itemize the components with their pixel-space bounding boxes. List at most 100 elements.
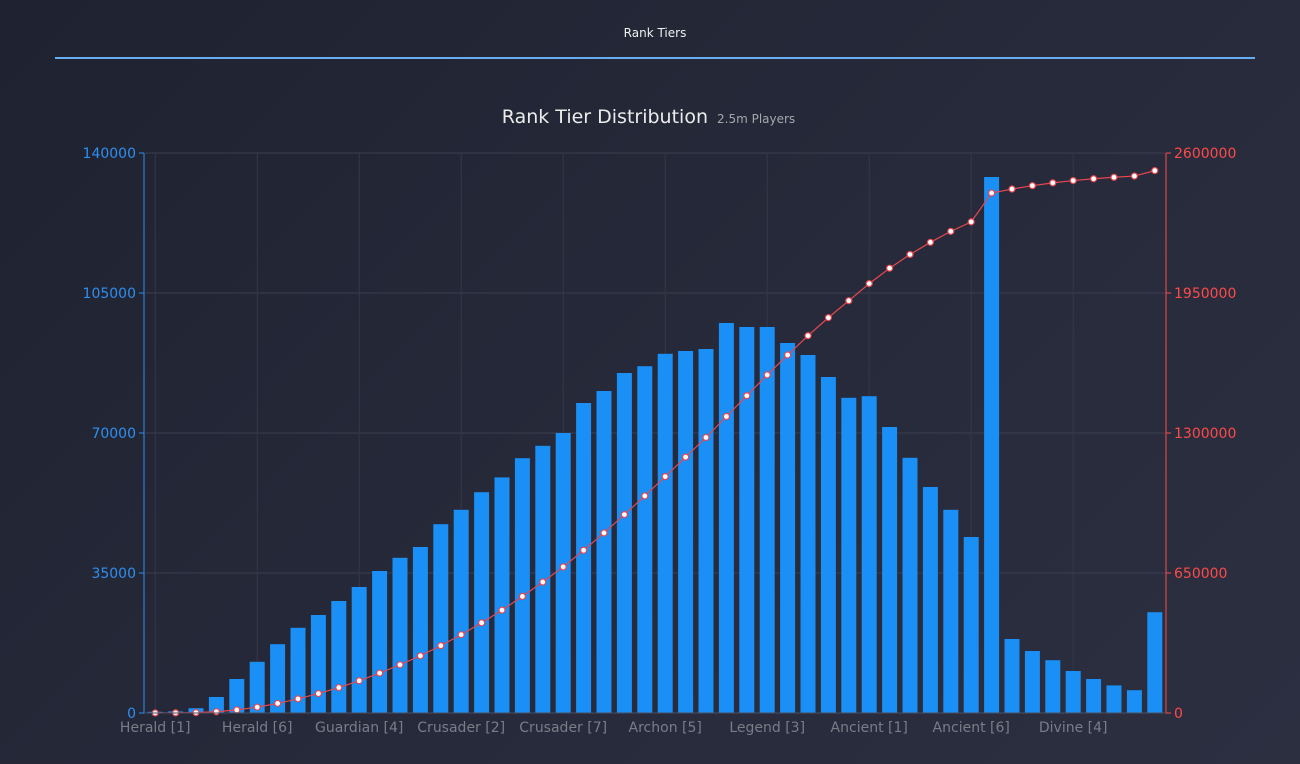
line-point[interactable] bbox=[498, 606, 506, 614]
bar[interactable] bbox=[453, 509, 469, 713]
bar[interactable] bbox=[780, 343, 796, 713]
bar[interactable] bbox=[1086, 679, 1102, 713]
bar[interactable] bbox=[678, 351, 694, 713]
bar[interactable] bbox=[759, 327, 775, 713]
line-point[interactable] bbox=[1008, 185, 1016, 193]
line-point[interactable] bbox=[274, 699, 282, 708]
line-point[interactable] bbox=[478, 619, 486, 627]
y-left-tick-label: 0 bbox=[127, 706, 136, 722]
bar[interactable] bbox=[249, 661, 265, 713]
line-point[interactable] bbox=[804, 332, 812, 340]
bar[interactable] bbox=[494, 477, 510, 713]
bar[interactable] bbox=[555, 433, 571, 713]
line-point[interactable] bbox=[600, 529, 608, 537]
bar[interactable] bbox=[800, 355, 816, 713]
line-point[interactable] bbox=[457, 631, 465, 639]
bar[interactable] bbox=[922, 487, 938, 713]
bar[interactable] bbox=[963, 537, 979, 713]
bar[interactable] bbox=[412, 547, 428, 713]
line-point[interactable] bbox=[396, 661, 404, 669]
bar[interactable] bbox=[739, 327, 755, 713]
bar[interactable] bbox=[1126, 690, 1142, 713]
bar[interactable] bbox=[208, 697, 224, 713]
line-point[interactable] bbox=[437, 642, 445, 650]
bar[interactable] bbox=[698, 349, 714, 713]
line-point[interactable] bbox=[722, 412, 731, 421]
line-point[interactable] bbox=[1089, 175, 1098, 183]
bar[interactable] bbox=[902, 457, 918, 713]
line-point[interactable] bbox=[416, 652, 424, 660]
line-point[interactable] bbox=[845, 297, 853, 305]
y-right-tick-label: 2600000 bbox=[1174, 146, 1236, 162]
line-point[interactable] bbox=[355, 677, 363, 685]
bar[interactable] bbox=[331, 601, 347, 713]
tab-bar: Rank Tiers bbox=[55, 0, 1255, 60]
bar[interactable] bbox=[1045, 660, 1061, 713]
line-point[interactable] bbox=[763, 371, 771, 379]
line-point[interactable] bbox=[559, 563, 567, 571]
bar[interactable] bbox=[576, 403, 592, 713]
line-point[interactable] bbox=[212, 708, 220, 716]
bar[interactable] bbox=[351, 587, 367, 713]
bar[interactable] bbox=[474, 492, 490, 713]
bar[interactable] bbox=[290, 627, 306, 713]
line-point[interactable] bbox=[641, 492, 649, 500]
bar[interactable] bbox=[1106, 685, 1122, 713]
line-point[interactable] bbox=[661, 472, 669, 481]
line-point[interactable] bbox=[233, 706, 241, 714]
chart-title-group: Rank Tier Distribution 2.5m Players bbox=[502, 106, 795, 128]
bar[interactable] bbox=[616, 373, 632, 713]
line-point[interactable] bbox=[783, 351, 792, 359]
line-point[interactable] bbox=[1069, 176, 1077, 185]
bar[interactable] bbox=[841, 397, 857, 713]
bar[interactable] bbox=[514, 458, 530, 713]
line-point[interactable] bbox=[906, 250, 914, 259]
bar[interactable] bbox=[943, 509, 959, 713]
line-point[interactable] bbox=[376, 669, 384, 677]
bar[interactable] bbox=[392, 557, 408, 713]
line-point[interactable] bbox=[702, 433, 710, 442]
bar[interactable] bbox=[820, 377, 836, 713]
bar[interactable] bbox=[596, 391, 612, 713]
line-point[interactable] bbox=[518, 592, 527, 601]
line-point[interactable] bbox=[947, 227, 955, 235]
line-point[interactable] bbox=[294, 695, 302, 703]
line-point[interactable] bbox=[865, 280, 873, 288]
line-point[interactable] bbox=[681, 453, 690, 461]
bar[interactable] bbox=[229, 679, 245, 713]
line-point[interactable] bbox=[579, 546, 588, 554]
line-point[interactable] bbox=[1130, 172, 1139, 180]
line-point[interactable] bbox=[1110, 173, 1118, 181]
bar[interactable] bbox=[718, 323, 734, 713]
line-point[interactable] bbox=[967, 218, 975, 226]
line-point[interactable] bbox=[314, 689, 322, 698]
line-point[interactable] bbox=[335, 683, 343, 692]
line-point[interactable] bbox=[885, 264, 894, 272]
line-point[interactable] bbox=[1028, 182, 1037, 190]
x-tick-label: Legend [3] bbox=[729, 720, 805, 736]
line-point[interactable] bbox=[1151, 167, 1159, 175]
bar[interactable] bbox=[1065, 671, 1081, 713]
tab-rank-tiers[interactable]: Rank Tiers bbox=[623, 26, 687, 40]
bar[interactable] bbox=[1024, 651, 1040, 713]
bar[interactable] bbox=[433, 524, 449, 713]
bar[interactable] bbox=[657, 353, 673, 713]
line-point[interactable] bbox=[926, 238, 935, 246]
bar[interactable] bbox=[984, 177, 1000, 713]
line-point[interactable] bbox=[743, 392, 751, 400]
bar[interactable] bbox=[1147, 612, 1163, 713]
line-point[interactable] bbox=[987, 189, 996, 197]
bar[interactable] bbox=[1004, 639, 1020, 713]
y-right-tick-label: 1950000 bbox=[1174, 286, 1236, 302]
bar[interactable] bbox=[882, 427, 898, 713]
line-point[interactable] bbox=[620, 511, 629, 519]
line-point[interactable] bbox=[1049, 179, 1057, 187]
bar[interactable] bbox=[310, 615, 326, 713]
bar[interactable] bbox=[861, 396, 877, 713]
line-point[interactable] bbox=[539, 578, 547, 586]
line-point[interactable] bbox=[253, 703, 261, 711]
bar[interactable] bbox=[372, 571, 388, 713]
bar[interactable] bbox=[637, 366, 653, 713]
line-point[interactable] bbox=[824, 314, 833, 322]
bar[interactable] bbox=[270, 644, 286, 713]
